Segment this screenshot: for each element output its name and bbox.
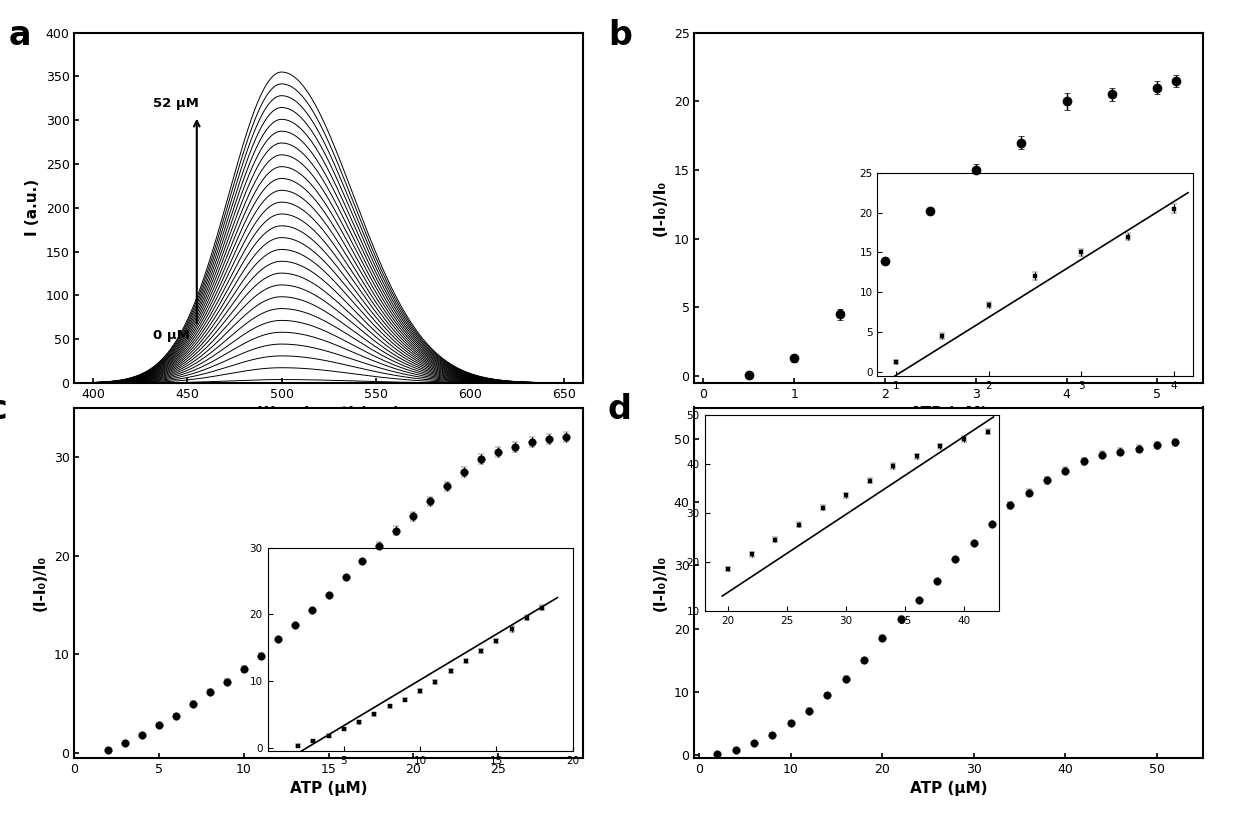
Y-axis label: (I-I₀)/I₀: (I-I₀)/I₀ [653, 180, 668, 236]
Text: b: b [608, 19, 632, 51]
Text: 0 μM: 0 μM [154, 329, 191, 342]
Y-axis label: (I-I₀)/I₀: (I-I₀)/I₀ [33, 555, 48, 610]
X-axis label: Wavelength(nm): Wavelength(nm) [257, 407, 401, 421]
Y-axis label: I (a.u.): I (a.u.) [25, 179, 40, 236]
X-axis label: ATP (μM): ATP (μM) [910, 407, 987, 421]
Text: c: c [0, 394, 7, 426]
Text: a: a [9, 19, 31, 51]
Y-axis label: (I-I₀)/I₀: (I-I₀)/I₀ [653, 555, 668, 610]
Text: 52 μM: 52 μM [154, 97, 200, 110]
Text: d: d [608, 394, 632, 426]
X-axis label: ATP (μM): ATP (μM) [290, 782, 367, 796]
X-axis label: ATP (μM): ATP (μM) [910, 782, 987, 796]
